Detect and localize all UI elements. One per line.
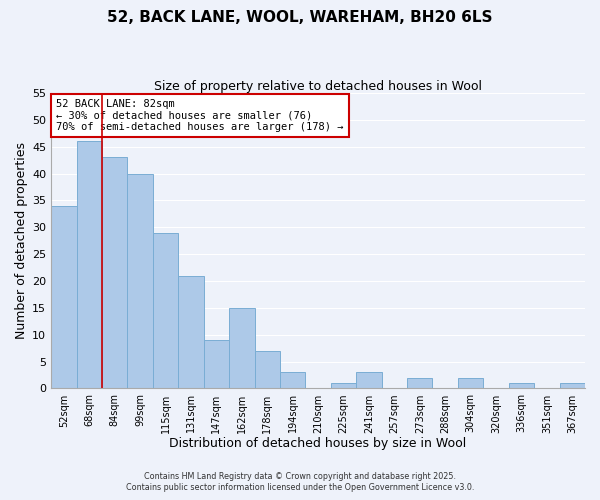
Text: Contains HM Land Registry data © Crown copyright and database right 2025.: Contains HM Land Registry data © Crown c…: [144, 472, 456, 481]
Bar: [356, 372, 382, 388]
Text: Contains public sector information licensed under the Open Government Licence v3: Contains public sector information licen…: [126, 484, 474, 492]
Bar: [178, 276, 203, 388]
Bar: [127, 174, 153, 388]
Bar: [102, 158, 127, 388]
X-axis label: Distribution of detached houses by size in Wool: Distribution of detached houses by size …: [169, 437, 467, 450]
Bar: [254, 351, 280, 389]
Bar: [203, 340, 229, 388]
Bar: [407, 378, 433, 388]
Y-axis label: Number of detached properties: Number of detached properties: [15, 142, 28, 339]
Bar: [77, 142, 102, 388]
Text: 52, BACK LANE, WOOL, WAREHAM, BH20 6LS: 52, BACK LANE, WOOL, WAREHAM, BH20 6LS: [107, 10, 493, 25]
Title: Size of property relative to detached houses in Wool: Size of property relative to detached ho…: [154, 80, 482, 93]
Bar: [331, 383, 356, 388]
Bar: [560, 383, 585, 388]
Bar: [280, 372, 305, 388]
Text: 52 BACK LANE: 82sqm
← 30% of detached houses are smaller (76)
70% of semi-detach: 52 BACK LANE: 82sqm ← 30% of detached ho…: [56, 99, 344, 132]
Bar: [51, 206, 77, 388]
Bar: [458, 378, 484, 388]
Bar: [509, 383, 534, 388]
Bar: [229, 308, 254, 388]
Bar: [153, 232, 178, 388]
